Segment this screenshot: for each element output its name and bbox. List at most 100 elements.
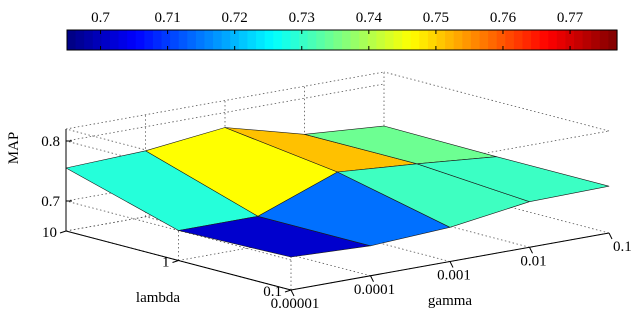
colorbar-segment [299, 30, 309, 50]
colorbar-segment [470, 30, 481, 50]
x-tick-label: 0.001 [437, 268, 471, 284]
colorbar-segment [247, 30, 257, 50]
colorbar-segment [238, 30, 249, 50]
colorbar-segment [462, 30, 472, 50]
x-tick-label: 0.01 [520, 253, 546, 269]
colorbar-segment [230, 30, 240, 50]
colorbar-segment [324, 30, 335, 50]
colorbar-segment [161, 30, 171, 50]
colorbar-segment [316, 30, 326, 50]
colorbar-segment [453, 30, 463, 50]
colorbar-segment [410, 30, 420, 50]
z-tick-label: 0.8 [41, 134, 60, 150]
colorbar-segment [488, 30, 498, 50]
colorbar-segment [427, 30, 438, 50]
colorbar-segment [92, 30, 102, 50]
x-tick-mark [608, 232, 613, 240]
colorbar-segment [195, 30, 206, 50]
colorbar-segment [445, 30, 455, 50]
colorbar-segment [359, 30, 369, 50]
x-tick-label: 0.00001 [271, 296, 320, 312]
colorbar-segment [256, 30, 266, 50]
colorbar-tick-label: 0.75 [423, 10, 449, 26]
colorbar-segment [539, 30, 549, 50]
x-tick-label: 0.0001 [354, 282, 395, 298]
top-edge [383, 71, 610, 132]
surface [65, 125, 610, 258]
colorbar-segment [178, 30, 188, 50]
y-tick-label: 10 [42, 225, 57, 241]
colorbar-segment [556, 30, 567, 50]
y-tick-label: 0.1 [263, 284, 282, 300]
back-wall-grid-line [65, 83, 385, 142]
colorbar-segment [204, 30, 214, 50]
colorbar-segment [127, 30, 137, 50]
colorbar-segment [565, 30, 575, 50]
colorbar-segment [281, 30, 292, 50]
colorbar-tick-label: 0.76 [490, 10, 517, 26]
colorbar-tick-label: 0.72 [222, 10, 248, 26]
colorbar-segment [522, 30, 532, 50]
colorbar-segment [367, 30, 377, 50]
axis-ticks: 0.7 0.8 0.1 1 10 0.00001 0.0001 0.001 0.01 0.1 [41, 134, 632, 312]
colorbar-segment [376, 30, 386, 50]
colorbar-segment [479, 30, 489, 50]
y-tick-mark [284, 289, 292, 293]
colorbar [66, 29, 618, 51]
colorbar-segment [513, 30, 524, 50]
colorbar-segment [582, 30, 592, 50]
colorbar-segment [221, 30, 231, 50]
x-tick-mark [290, 289, 295, 297]
colorbar-tick-label: 0.7 [91, 10, 110, 26]
colorbar-segment [591, 30, 601, 50]
colorbar-segment [350, 30, 360, 50]
x-axis-label: gamma [428, 293, 472, 309]
colorbar-frame [66, 29, 618, 51]
colorbar-segment [273, 30, 283, 50]
colorbar-segment [101, 30, 111, 50]
y-tick-label: 1 [162, 255, 170, 271]
y-tick-mark [172, 260, 179, 263]
colorbar-segment [505, 30, 515, 50]
colorbar-segment [333, 30, 343, 50]
colorbar-segment [599, 30, 610, 50]
colorbar-segment [67, 30, 77, 50]
colorbar-segment [109, 30, 120, 50]
colorbar-segment [135, 30, 145, 50]
x-tick-mark [449, 261, 454, 268]
surface-patch [416, 156, 610, 202]
x-tick-mark [370, 275, 374, 282]
y-tick-mark [59, 230, 67, 234]
colorbar-segment [152, 30, 163, 50]
colorbar-tick-label: 0.74 [356, 10, 383, 26]
colorbar-segment [496, 30, 506, 50]
y-axis-label: lambda [136, 290, 180, 306]
x-tick-label: 0.1 [613, 239, 632, 255]
colorbar-segment [419, 30, 429, 50]
colorbar-tick-label: 0.73 [289, 10, 315, 26]
colorbar-segment [393, 30, 403, 50]
colorbar-segment [84, 30, 94, 50]
colorbar-segment [384, 30, 395, 50]
colorbar-segment [402, 30, 412, 50]
top-edge [290, 130, 610, 189]
colorbar-segment [608, 30, 618, 50]
colorbar-segment [436, 30, 446, 50]
colorbar-segment [290, 30, 300, 50]
colorbar-segment [307, 30, 317, 50]
colorbar-segment [342, 30, 352, 50]
z-tick-label: 0.7 [41, 194, 60, 210]
colorbar-segment [264, 30, 274, 50]
colorbar-segment [170, 30, 180, 50]
colorbar-segment [118, 30, 128, 50]
back-wall-grid-line [65, 71, 385, 130]
colorbar-tick-label: 0.71 [154, 10, 180, 26]
x-tick-mark [529, 247, 533, 254]
colorbar-tick-label: 0.77 [557, 10, 584, 26]
colorbar-segment [574, 30, 584, 50]
z-axis-label: MAP [6, 132, 22, 165]
colorbar-segment [213, 30, 223, 50]
colorbar-segment [531, 30, 541, 50]
colorbar-segment [75, 30, 85, 50]
